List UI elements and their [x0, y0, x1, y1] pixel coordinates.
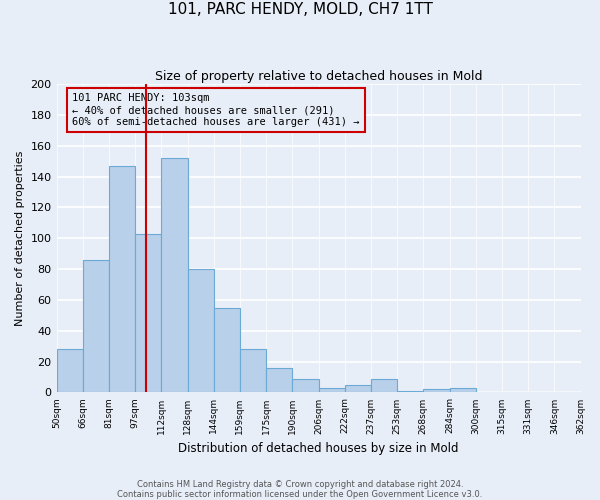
Bar: [83, 260, 109, 392]
Text: 101 PARC HENDY: 103sqm
← 40% of detached houses are smaller (291)
60% of semi-de: 101 PARC HENDY: 103sqm ← 40% of detached…: [72, 94, 360, 126]
Title: Size of property relative to detached houses in Mold: Size of property relative to detached ho…: [155, 70, 482, 83]
Bar: [214, 308, 240, 392]
Bar: [56, 350, 83, 393]
Bar: [371, 378, 397, 392]
Bar: [266, 368, 292, 392]
X-axis label: Distribution of detached houses by size in Mold: Distribution of detached houses by size …: [178, 442, 459, 455]
Bar: [397, 391, 424, 392]
Bar: [135, 234, 161, 392]
Bar: [188, 269, 214, 392]
Bar: [240, 350, 266, 393]
Y-axis label: Number of detached properties: Number of detached properties: [15, 150, 25, 326]
Text: Contains HM Land Registry data © Crown copyright and database right 2024.
Contai: Contains HM Land Registry data © Crown c…: [118, 480, 482, 499]
Bar: [109, 166, 135, 392]
Bar: [319, 388, 345, 392]
Bar: [292, 378, 319, 392]
Bar: [345, 384, 371, 392]
Bar: [424, 390, 449, 392]
Bar: [449, 388, 476, 392]
Text: 101, PARC HENDY, MOLD, CH7 1TT: 101, PARC HENDY, MOLD, CH7 1TT: [167, 2, 433, 18]
Bar: [161, 158, 188, 392]
